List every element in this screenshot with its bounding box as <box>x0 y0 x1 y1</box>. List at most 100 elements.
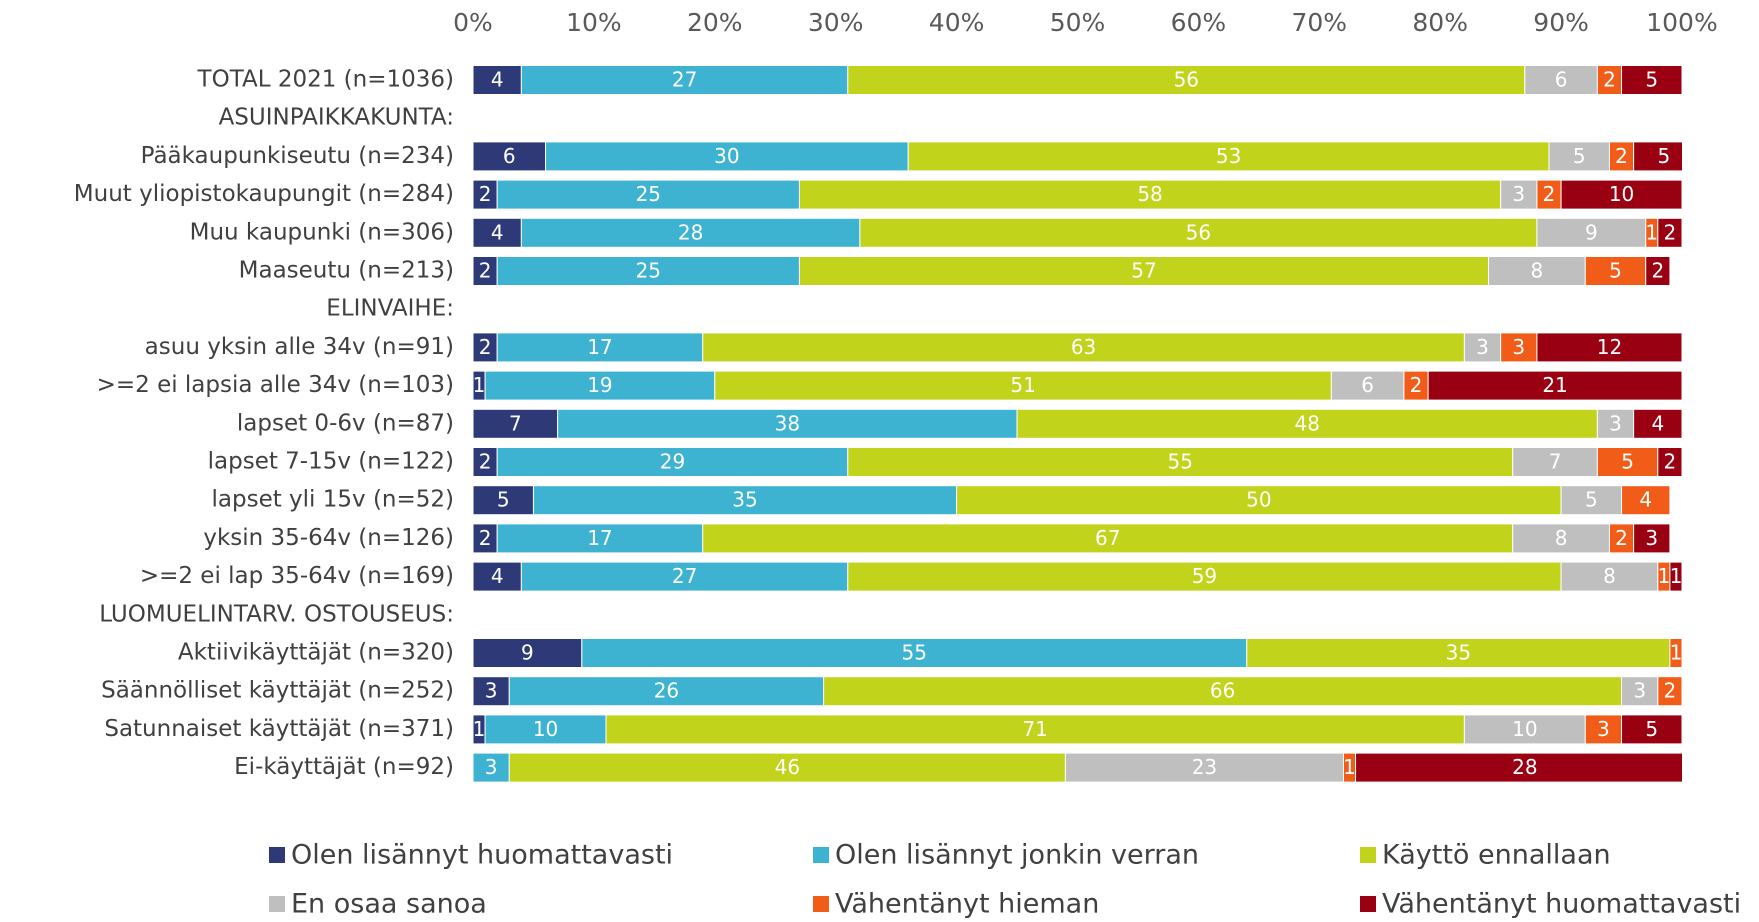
data-label: 5 <box>1645 717 1658 741</box>
bar-segment <box>1560 179 1682 210</box>
bar-segment <box>520 561 849 592</box>
data-label: 55 <box>902 641 927 665</box>
bar-segment <box>1560 561 1659 592</box>
y-tick-label: asuu yksin alle 34v (n=91) <box>145 334 454 360</box>
legend-swatch <box>269 896 285 912</box>
bar-segment <box>1246 638 1671 668</box>
y-tick-label: Aktiivikäyttäjät (n=320) <box>178 640 454 666</box>
bar-segment <box>1512 523 1610 554</box>
data-label: 10 <box>1512 717 1537 741</box>
bar-segment <box>1427 370 1682 401</box>
y-tick-label: Pääkaupunkiseutu (n=234) <box>141 143 454 169</box>
bar-segment <box>496 447 849 477</box>
data-label: 5 <box>1621 450 1634 474</box>
y-tick-label: lapset yli 15v (n=52) <box>212 487 455 513</box>
data-label: 3 <box>485 755 498 779</box>
bar-segment <box>1633 523 1671 554</box>
legend-swatch <box>813 896 829 912</box>
data-label: 8 <box>1603 564 1616 588</box>
y-tick-label: Muut yliopistokaupungit (n=284) <box>74 181 454 207</box>
bar-segment <box>956 485 1562 516</box>
x-tick-label: 70% <box>1292 8 1348 37</box>
data-label: 2 <box>479 259 492 283</box>
bar-segment <box>1621 65 1682 95</box>
y-tick-label: ASUINPAIKKAKUNTA: <box>219 105 454 131</box>
data-label: 4 <box>491 220 504 244</box>
data-label: 3 <box>1633 679 1646 703</box>
data-label: 38 <box>775 411 800 435</box>
bar-segment <box>484 370 716 401</box>
bar-segment <box>508 752 1066 783</box>
data-label: 35 <box>1446 641 1471 665</box>
y-tick-label: yksin 35-64v (n=126) <box>203 525 454 551</box>
bar-segment <box>1536 217 1647 248</box>
data-label: 2 <box>1615 526 1628 550</box>
y-tick-label: TOTAL 2021 (n=1036) <box>197 67 454 93</box>
bar-segment <box>484 714 607 745</box>
bar-segment <box>1355 752 1682 783</box>
data-label: 66 <box>1210 679 1235 703</box>
data-label: 1 <box>1343 755 1356 779</box>
data-label: 1 <box>1657 564 1670 588</box>
data-label: 7 <box>1549 450 1562 474</box>
legend-label: Olen lisännyt jonkin verran <box>835 840 1199 871</box>
data-label: 5 <box>1585 488 1598 512</box>
x-tick-label: 40% <box>929 8 985 37</box>
y-tick-label: ELINVAIHE: <box>326 296 454 322</box>
data-label: 48 <box>1294 411 1319 435</box>
x-tick-label: 0% <box>453 8 493 37</box>
bar-segment <box>847 447 1514 477</box>
bar-segment <box>1596 447 1659 477</box>
data-label: 3 <box>1512 182 1525 206</box>
bar-segment <box>823 676 1623 707</box>
bar-segment <box>473 447 498 477</box>
bar-segment <box>859 217 1538 248</box>
y-tick-label: >=2 ei lapsia alle 34v (n=103) <box>97 372 454 398</box>
bar-segment <box>496 256 800 286</box>
bar-segment <box>1548 141 1610 172</box>
data-label: 27 <box>672 564 697 588</box>
y-tick-label: >=2 ei lap 35-64v (n=169) <box>140 563 454 589</box>
legend-swatch <box>1360 847 1376 863</box>
data-label: 2 <box>1664 679 1677 703</box>
data-label: 27 <box>672 68 697 92</box>
data-label: 25 <box>636 259 661 283</box>
data-label: 50 <box>1246 488 1271 512</box>
x-tick-label: 50% <box>1050 8 1106 37</box>
data-label: 5 <box>1645 68 1658 92</box>
data-label: 4 <box>491 564 504 588</box>
data-label: 1 <box>1682 641 1695 665</box>
bar-segment <box>473 676 510 707</box>
bar-segment <box>1669 561 1682 592</box>
y-tick-label: LUOMUELINTARV. OSTOUSEUS: <box>99 601 454 627</box>
x-tick-label: 30% <box>808 8 864 37</box>
legend-swatch <box>269 847 285 863</box>
bar-segment <box>1657 676 1682 707</box>
data-label: 53 <box>1216 144 1241 168</box>
bar-segment <box>1488 256 1586 286</box>
data-label: 3 <box>1476 335 1489 359</box>
bar-segment <box>473 638 583 668</box>
data-label: 29 <box>660 450 685 474</box>
data-label: 26 <box>654 679 679 703</box>
data-label: 2 <box>479 526 492 550</box>
bar-segment <box>520 65 849 95</box>
data-label: 10 <box>533 717 558 741</box>
bar-segment <box>798 256 1490 286</box>
data-label: 17 <box>587 526 612 550</box>
bar-segment <box>1657 217 1682 248</box>
data-label: 2 <box>1664 220 1677 244</box>
x-tick-label: 100% <box>1646 8 1717 37</box>
bar-segment <box>496 523 704 554</box>
data-label: 2 <box>1410 373 1423 397</box>
data-label: 67 <box>1095 526 1120 550</box>
data-label: 10 <box>1609 182 1634 206</box>
data-label: 55 <box>1168 450 1193 474</box>
data-label: 2 <box>479 182 492 206</box>
bar-segment <box>1633 408 1682 439</box>
bar-segment <box>532 485 958 516</box>
bar-segment <box>545 141 909 172</box>
data-label: 4 <box>491 68 504 92</box>
data-label: 71 <box>1022 717 1047 741</box>
